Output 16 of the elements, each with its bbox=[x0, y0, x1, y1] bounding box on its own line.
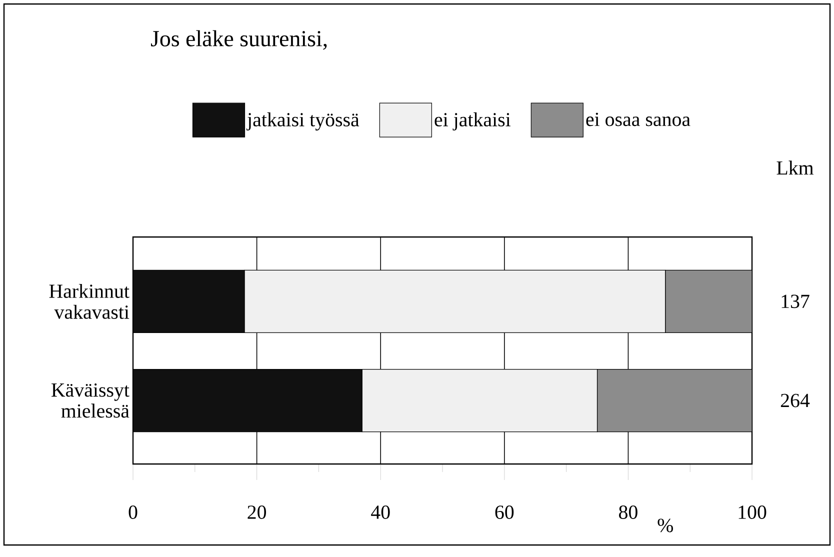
x-tick-label: 20 bbox=[248, 506, 266, 519]
x-tick-label: 0 bbox=[128, 506, 138, 519]
x-tick-label: 60 bbox=[495, 506, 514, 519]
x-tick-label: 80 bbox=[619, 506, 638, 519]
chart-title: Jos eläke suurenisi, bbox=[151, 30, 327, 50]
x-axis-title: % bbox=[658, 518, 673, 532]
text: 137 bbox=[782, 294, 810, 308]
text: Lkm bbox=[776, 160, 814, 175]
x-tick-label: 40 bbox=[371, 506, 390, 519]
x-tick-label: 100 bbox=[738, 506, 766, 519]
legend-label: ei osaa sanoa bbox=[586, 112, 690, 126]
y-tick-label: Käväissyt mielessä bbox=[51, 383, 130, 418]
y-tick-label: Harkinnut vakavasti bbox=[49, 284, 130, 319]
legend-label: ei jatkaisi bbox=[434, 112, 510, 130]
text: 264 bbox=[780, 394, 810, 408]
legend-label: jatkaisi työssä bbox=[246, 112, 360, 131]
